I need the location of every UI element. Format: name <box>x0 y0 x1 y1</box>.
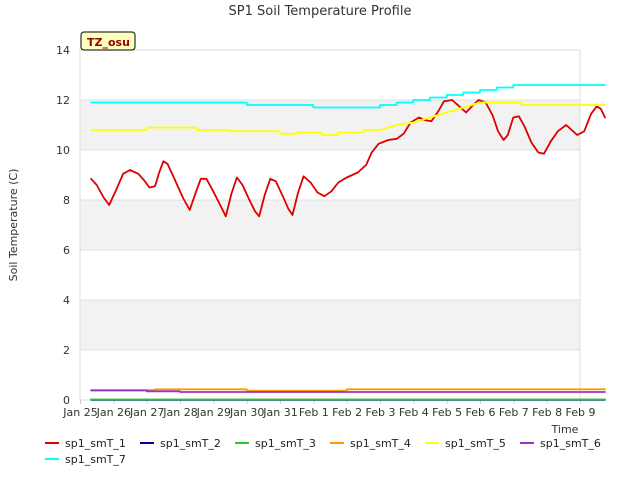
plot-band <box>80 300 580 350</box>
legend-item-sp1_smT_5: sp1_smT_5 <box>425 437 520 450</box>
legend-label: sp1_smT_5 <box>445 436 506 450</box>
x-tick-label: Jan 29 <box>196 406 231 419</box>
series-layer <box>90 84 606 401</box>
x-tick-label: Feb 7 <box>499 406 529 419</box>
x-tick-label: Feb 2 <box>332 406 362 419</box>
x-tick-label: Jan 31 <box>262 406 297 419</box>
series-line-sp1_smT_4 <box>90 388 606 392</box>
x-tick-label: Feb 4 <box>399 406 429 419</box>
site-annotation-box <box>80 31 136 51</box>
legend-swatch <box>45 458 59 460</box>
legend-label: sp1_smT_6 <box>540 436 601 450</box>
y-tick-label: 4 <box>63 294 70 307</box>
legend-item-sp1_smT_6: sp1_smT_6 <box>520 437 615 450</box>
plot-band <box>80 250 580 300</box>
legend-item-sp1_smT_7: sp1_smT_7 <box>45 453 165 466</box>
series-line-sp1_smT_1 <box>90 99 606 218</box>
site-annotation: TZ_osu <box>80 31 136 51</box>
legend-item-sp1_smT_2: sp1_smT_2 <box>140 437 235 450</box>
chart: SP1 Soil Temperature Profile 0 2 4 6 8 10 12 14… <box>7 4 606 436</box>
x-tick-label: Feb 6 <box>466 406 496 419</box>
y-tick-label: 14 <box>56 44 70 57</box>
legend-swatch <box>140 442 154 444</box>
x-tick-label: Feb 8 <box>532 406 562 419</box>
series-line-sp1_smT_7 <box>90 84 606 109</box>
chart-title: SP1 Soil Temperature Profile <box>229 4 412 19</box>
x-tick-label: Jan 28 <box>162 406 197 419</box>
legend-swatch <box>45 442 59 444</box>
x-tick-label: Feb 5 <box>432 406 462 419</box>
y-tick-label: 0 <box>63 394 70 407</box>
x-tick-label: Jan 30 <box>229 406 264 419</box>
legend-item-sp1_smT_1: sp1_smT_1 <box>45 437 140 450</box>
y-axis: 0 2 4 6 8 10 12 14 <box>56 44 70 407</box>
legend-swatch <box>520 442 534 444</box>
legend-item-sp1_smT_3: sp1_smT_3 <box>235 437 330 450</box>
site-annotation-label: TZ_osu <box>87 36 130 49</box>
x-axis-label: Time <box>551 423 579 436</box>
legend-item-sp1_smT_4: sp1_smT_4 <box>330 437 425 450</box>
plot-band <box>80 50 580 100</box>
series-line-sp1_smT_6 <box>90 389 606 393</box>
x-tick-label: Jan 26 <box>96 406 131 419</box>
y-tick-label: 8 <box>63 194 70 207</box>
legend-label: sp1_smT_4 <box>350 436 411 450</box>
plot-band <box>80 200 580 250</box>
series-line-sp1_smT_5 <box>90 101 606 136</box>
y-tick-label: 12 <box>56 94 70 107</box>
y-axis-label: Soil Temperature (C) <box>7 169 20 282</box>
y-tick-label: 6 <box>63 244 70 257</box>
legend-label: sp1_smT_3 <box>255 436 316 450</box>
legend-swatch <box>330 442 344 444</box>
y-tick-label: 10 <box>56 144 70 157</box>
legend-swatch <box>235 442 249 444</box>
x-tick-label: Jan 25 <box>62 406 97 419</box>
x-tick-label: Feb 9 <box>566 406 596 419</box>
x-tick-label: Jan 27 <box>129 406 164 419</box>
y-tick-label: 2 <box>63 344 70 357</box>
legend-label: sp1_smT_1 <box>65 436 126 450</box>
x-tick-label: Feb 3 <box>366 406 396 419</box>
legend-swatch <box>425 442 439 444</box>
x-tick-label: Feb 1 <box>299 406 329 419</box>
legend-row: sp1_smT_7 <box>45 452 165 466</box>
legend-label: sp1_smT_7 <box>65 452 126 466</box>
legend-row: sp1_smT_1 sp1_smT_2 sp1_smT_3 sp1_smT_4 sp1_… <box>45 436 615 450</box>
legend-label: sp1_smT_2 <box>160 436 221 450</box>
